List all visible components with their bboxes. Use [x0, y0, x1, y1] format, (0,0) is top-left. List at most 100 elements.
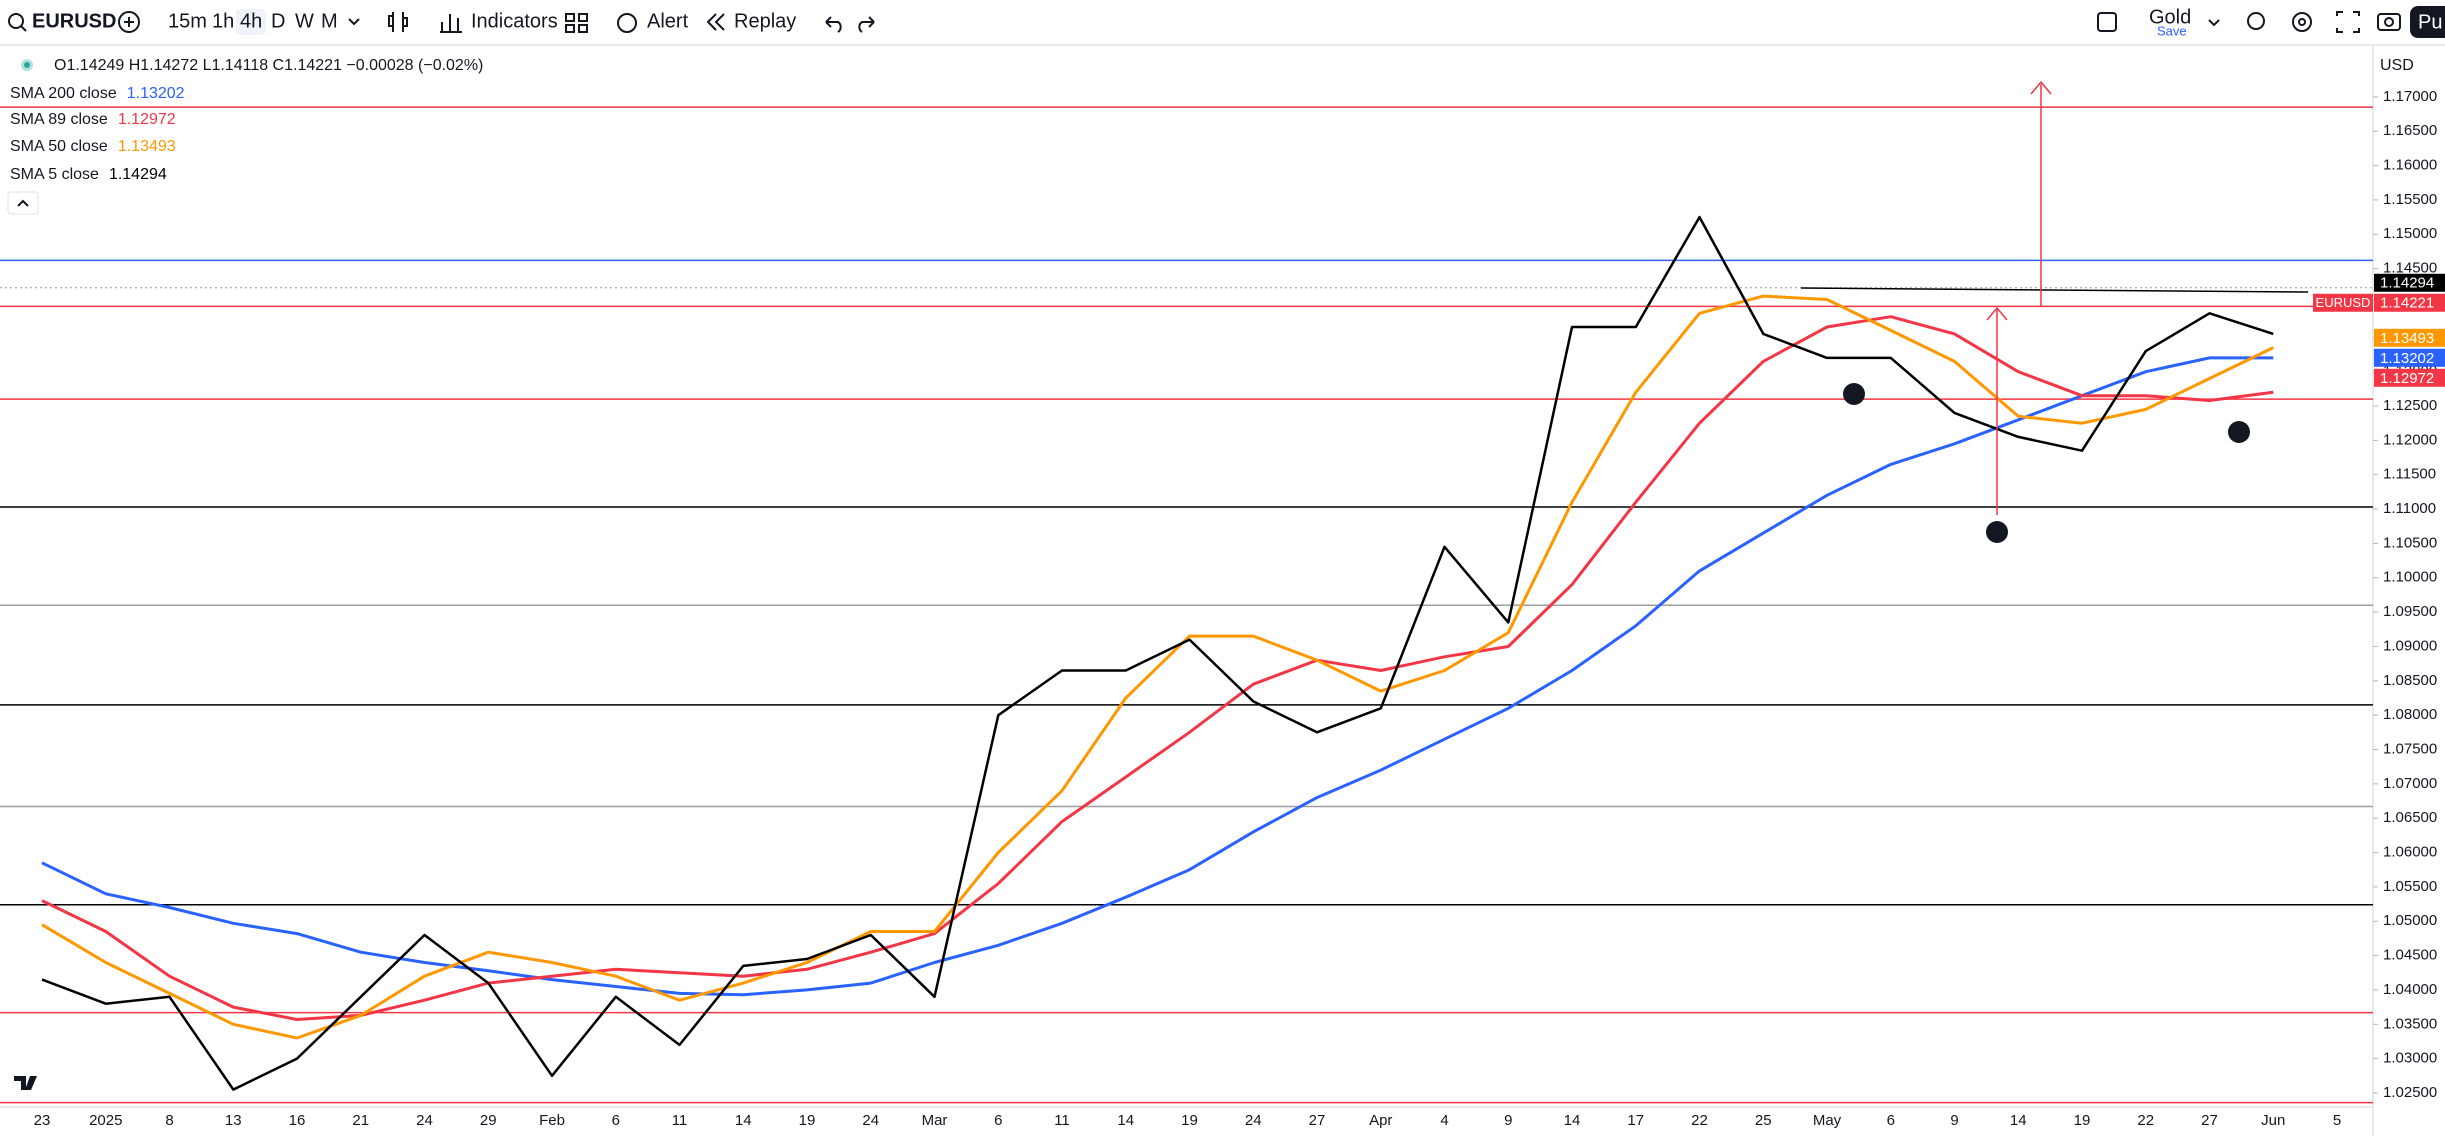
- add-symbol[interactable]: [118, 11, 140, 33]
- x-tick-label: 5: [2333, 1112, 2341, 1129]
- y-tick-label: 1.14500: [2383, 260, 2437, 277]
- add-symbol-plus: [124, 17, 134, 27]
- interval[interactable]: 1h: [212, 10, 234, 32]
- y-tick-label: 1.04000: [2383, 981, 2437, 998]
- x-tick-label: Feb: [539, 1112, 565, 1129]
- y-tick-label: 1.16500: [2383, 122, 2437, 139]
- price-tag-label: 1.14294: [2380, 275, 2434, 292]
- y-tick-label: 1.09500: [2383, 603, 2437, 620]
- series-line: [41, 294, 2274, 1040]
- interval[interactable]: W: [295, 10, 314, 32]
- x-tick-label: 23: [34, 1112, 51, 1129]
- alert-button[interactable]: Alert: [647, 10, 689, 32]
- x-tick-label: 17: [1627, 1112, 1644, 1129]
- snapshot-lens: [2384, 17, 2394, 27]
- series-line: [41, 356, 2274, 997]
- replay-button[interactable]: Replay: [734, 10, 796, 32]
- templates-icon[interactable]: [565, 13, 575, 22]
- y-tick-label: 1.12500: [2383, 397, 2437, 414]
- x-tick-label: 6: [994, 1112, 1002, 1129]
- x-tick-label: 19: [1181, 1112, 1198, 1129]
- y-tick-label: 1.08000: [2383, 706, 2437, 723]
- x-tick-label: 14: [1117, 1112, 1134, 1129]
- ohlc: O1.14249 H1.14272 L1.14118 C1.14221 −0.0…: [54, 57, 483, 74]
- layout-icon[interactable]: [2097, 12, 2117, 32]
- currency[interactable]: USD: [2380, 57, 2414, 74]
- redo[interactable]: [858, 16, 875, 33]
- x-tick-label: Jun: [2261, 1112, 2285, 1129]
- y-tick-label: 1.02500: [2383, 1084, 2437, 1101]
- x-tick-label: 24: [1245, 1112, 1262, 1129]
- layout-menu[interactable]: [2208, 19, 2220, 27]
- legend-value: 1.13202: [127, 85, 185, 102]
- trend-line: [1800, 287, 2309, 293]
- interval[interactable]: 4h: [240, 10, 262, 32]
- y-tick-label: 1.08500: [2383, 672, 2437, 689]
- interval[interactable]: D: [271, 10, 285, 32]
- x-tick-label: 24: [862, 1112, 879, 1129]
- fullscreen[interactable]: [2336, 11, 2360, 33]
- alert-icon: [617, 13, 637, 33]
- indicators-button[interactable]: Indicators: [471, 10, 558, 32]
- y-tick-label: 1.16000: [2383, 157, 2437, 174]
- search-icon[interactable]: [8, 13, 24, 29]
- collapse-legend[interactable]: [7, 191, 39, 215]
- legend-value: 1.14294: [109, 166, 167, 183]
- x-tick-label: Apr: [1369, 1112, 1392, 1129]
- snapshot[interactable]: [2377, 13, 2401, 31]
- quick-search[interactable]: [2247, 12, 2265, 30]
- x-tick-label: 16: [289, 1112, 306, 1129]
- search-icon-handle: [20, 25, 27, 32]
- legend-name: SMA 5 close: [10, 166, 99, 183]
- price-tag-label: 1.13493: [2380, 330, 2434, 347]
- settings[interactable]: [2292, 12, 2312, 32]
- x-tick-label: 9: [1504, 1112, 1512, 1129]
- x-tick-label: Mar: [922, 1112, 948, 1129]
- layout-name[interactable]: Gold: [2149, 6, 2191, 28]
- price-tag: [2374, 368, 2445, 387]
- x-tick-label: 11: [672, 1112, 688, 1129]
- y-tick-label: 1.07000: [2383, 775, 2437, 792]
- x-tick-label: 14: [1564, 1112, 1581, 1129]
- y-tick-label: 1.07500: [2383, 740, 2437, 757]
- undo[interactable]: [825, 16, 842, 33]
- y-tick-label: 1.11000: [2383, 500, 2436, 517]
- settings-core: [2298, 18, 2306, 26]
- x-tick-label: 19: [2074, 1112, 2091, 1129]
- x-tick-label: 29: [480, 1112, 497, 1129]
- templates-icon: [565, 24, 575, 33]
- price-tag: [2374, 328, 2445, 347]
- publish-button[interactable]: [2410, 6, 2445, 38]
- interval-active-bg: [236, 9, 266, 35]
- legend-value: 1.13493: [118, 138, 176, 155]
- y-tick-label: 1.06500: [2383, 809, 2437, 826]
- x-tick-label: 8: [165, 1112, 173, 1129]
- x-tick-label: 14: [2010, 1112, 2027, 1129]
- symbol-tag: [2313, 293, 2373, 312]
- status-dot: [24, 62, 30, 68]
- legend-value: 1.12972: [118, 111, 176, 128]
- publish-label[interactable]: Pu: [2418, 11, 2442, 33]
- y-tick-label: 1.09000: [2383, 637, 2437, 654]
- x-tick-label: 14: [735, 1112, 752, 1129]
- price-tag-label: 1.13202: [2380, 350, 2434, 367]
- interval[interactable]: M: [321, 10, 338, 32]
- move-arrow-head: [1986, 306, 2008, 321]
- interval-menu[interactable]: [348, 18, 360, 26]
- x-tick-label: 19: [799, 1112, 816, 1129]
- toolbar: EURUSD 15m 1h 4h D W M Indicators Alert …: [0, 6, 2445, 46]
- x-tick-label: 27: [1309, 1112, 1326, 1129]
- symbol[interactable]: EURUSD: [32, 10, 116, 32]
- plot-area: 1.17000 1.16500 1.16000 1.15500 1.15000 1.145…: [0, 46, 2445, 1136]
- y-tick-label: 1.12000: [2383, 431, 2437, 448]
- y-tick-label: 1.10000: [2383, 569, 2437, 586]
- interval[interactable]: 15m: [168, 10, 207, 32]
- x-tick-label: 27: [2201, 1112, 2218, 1129]
- price-tag-label: 1.14221: [2380, 295, 2434, 312]
- chart-type-icon[interactable]: [388, 12, 408, 32]
- save-label[interactable]: Save: [2157, 23, 2187, 38]
- y-tick-label: 1.05500: [2383, 878, 2437, 895]
- x-tick-label: 21: [352, 1112, 369, 1129]
